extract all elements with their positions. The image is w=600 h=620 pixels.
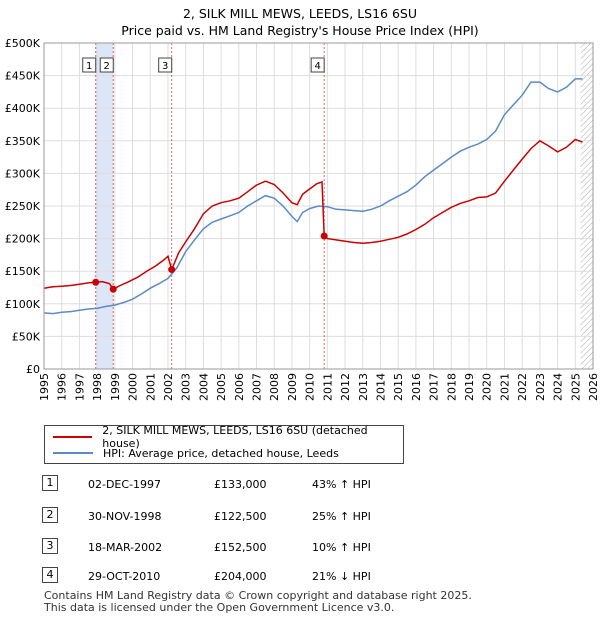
y-tick-label: £100K: [5, 298, 41, 311]
x-tick-label: 1997: [73, 373, 86, 401]
x-tick-label: 2022: [516, 373, 529, 401]
sale-number-box: [158, 57, 173, 73]
sale-number-badge: 2: [42, 507, 58, 523]
sale-number-badge: 1: [42, 475, 58, 491]
y-tick-label: £300K: [5, 167, 41, 180]
x-tick-label: 2026: [587, 373, 600, 401]
y-tick-label: £500K: [5, 37, 41, 50]
x-tick-label: 2019: [463, 373, 476, 401]
x-tick-label: 2017: [428, 373, 441, 401]
chart-subtitle: Price paid vs. HM Land Registry's House …: [121, 23, 479, 38]
sale-number-badge: 4: [42, 567, 58, 583]
x-tick-label: 2018: [445, 373, 458, 401]
sale-number-label: 4: [314, 61, 320, 72]
x-tick-label: 2008: [268, 373, 281, 401]
x-tick-label: 1995: [38, 373, 51, 401]
x-tick-label: 1998: [91, 373, 104, 401]
x-tick-label: 2003: [180, 373, 193, 401]
x-tick-label: 2009: [286, 373, 299, 401]
price-chart: 1 2 3 4 £0 £50K £100K £150K £200K £250K £300K £350K…: [5, 37, 600, 401]
footer-copyright: Contains HM Land Registry data © Crown c…: [44, 589, 472, 602]
y-tick-label: £350K: [5, 135, 41, 148]
sale-hpi-change: 21% ↓ HPI: [312, 570, 371, 583]
x-tick-label: 2006: [233, 373, 246, 401]
sale-number-label: 2: [104, 61, 110, 72]
y-tick-label: £200K: [5, 233, 41, 246]
sale-price: £133,000: [214, 478, 267, 491]
x-tick-label: 2025: [569, 373, 582, 401]
x-tick-label: 2020: [481, 373, 494, 401]
sale-row: 3 18-MAR-2002 £152,500 10% ↑ HPI: [0, 538, 600, 558]
x-tick-label: 2024: [552, 373, 565, 401]
legend-item-property: 2, SILK MILL MEWS, LEEDS, LS16 6SU (deta…: [45, 424, 403, 450]
legend-swatch-property: [53, 436, 93, 438]
x-tick-label: 2001: [144, 373, 157, 401]
x-tick-label: 2014: [374, 373, 387, 401]
legend-item-hpi: HPI: Average price, detached house, Leed…: [45, 445, 339, 461]
sale-date: 18-MAR-2002: [88, 541, 163, 554]
legend-swatch-hpi: [53, 452, 93, 454]
y-tick-label: £50K: [12, 330, 41, 343]
legend-label-hpi: HPI: Average price, detached house, Leed…: [103, 446, 339, 460]
y-tick-label: £250K: [5, 200, 41, 213]
sale-number-label: 1: [86, 61, 92, 72]
x-tick-label: 2007: [251, 373, 264, 401]
x-tick-label: 2015: [392, 373, 405, 401]
sale-point: [92, 278, 100, 286]
sale-hpi-change: 43% ↑ HPI: [312, 478, 371, 491]
chart-legend: 2, SILK MILL MEWS, LEEDS, LS16 6SU (deta…: [44, 424, 404, 464]
sale-price: £204,000: [214, 570, 267, 583]
x-tick-label: 2021: [498, 373, 511, 401]
y-tick-label: £150K: [5, 265, 41, 278]
y-tick-label: £0: [26, 363, 40, 376]
x-tick-label: 2005: [215, 373, 228, 401]
sale-number-box: [82, 57, 97, 73]
y-tick-label: £400K: [5, 102, 41, 115]
sale-date: 02-DEC-1997: [88, 478, 162, 491]
x-tick-label: 1999: [109, 373, 122, 401]
sale-date: 29-OCT-2010: [88, 570, 161, 583]
chart-title: 2, SILK MILL MEWS, LEEDS, LS16 6SU: [182, 6, 418, 21]
sale-point: [320, 232, 328, 240]
x-tick-label: 2012: [339, 373, 352, 401]
sale-number-badge: 3: [42, 538, 58, 554]
plot-border: [43, 42, 594, 370]
sale-price: £152,500: [214, 541, 267, 554]
x-tick-label: 2004: [197, 373, 210, 401]
x-tick-label: 1996: [56, 373, 69, 401]
y-tick-label: £450K: [5, 70, 41, 83]
sale-number-label: 3: [162, 61, 168, 72]
sale-row: 1 02-DEC-1997 £133,000 43% ↑ HPI: [0, 475, 600, 495]
x-tick-label: 2002: [162, 373, 175, 401]
legend-label-property: 2, SILK MILL MEWS, LEEDS, LS16 6SU (deta…: [102, 424, 368, 450]
sale-row: 2 30-NOV-1998 £122,500 25% ↑ HPI: [0, 507, 600, 527]
sale-price: £122,500: [214, 510, 267, 523]
property-price-line: [43, 138, 583, 291]
x-tick-label: 2010: [304, 373, 317, 401]
x-tick-label: 2011: [321, 373, 334, 401]
sale-point: [168, 266, 176, 274]
x-tick-label: 2013: [357, 373, 370, 401]
x-tick-label: 2023: [534, 373, 547, 401]
sale-number-box: [99, 57, 114, 73]
footer-licence: This data is licensed under the Open Gov…: [44, 601, 395, 614]
sale-hpi-change: 25% ↑ HPI: [312, 510, 371, 523]
x-tick-label: 2016: [410, 373, 423, 401]
sale-row: 4 29-OCT-2010 £204,000 21% ↓ HPI: [0, 567, 600, 587]
footer-attribution: Contains HM Land Registry data © Crown c…: [44, 590, 472, 614]
x-tick-label: 2000: [127, 373, 140, 401]
sale-point: [109, 285, 117, 293]
hpi-line: [43, 78, 583, 315]
sale-date: 30-NOV-1998: [88, 510, 162, 523]
sale-hpi-change: 10% ↑ HPI: [312, 541, 371, 554]
sale-number-box: [310, 57, 325, 73]
